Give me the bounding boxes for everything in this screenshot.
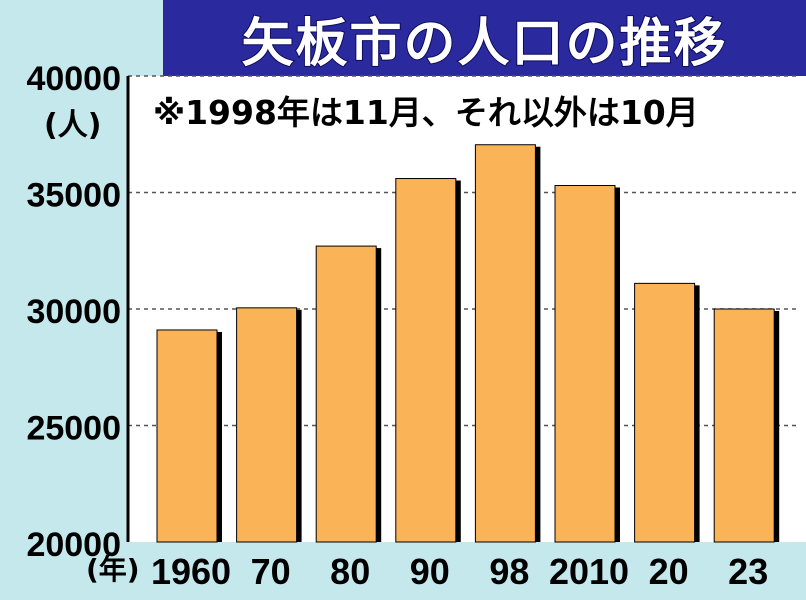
bar	[554, 185, 616, 543]
bar	[474, 144, 536, 543]
x-axis-unit-label: (年)	[86, 553, 140, 586]
x-tick-label: 80	[330, 551, 370, 592]
chart-title-bar: 矢板市の人口の推移	[163, 0, 806, 76]
x-tick-label: 98	[489, 551, 529, 592]
x-tick-label: 2010	[549, 551, 629, 592]
x-tick-label: 1960	[151, 551, 231, 592]
bar	[395, 178, 457, 543]
y-tick-label: 30000	[26, 293, 121, 331]
bar	[634, 282, 696, 543]
bar	[713, 308, 775, 543]
x-tick-label: 90	[410, 551, 450, 592]
x-tick-label: 23	[728, 551, 768, 592]
y-axis-unit-label: (人)	[44, 108, 102, 143]
bar	[315, 245, 377, 543]
y-tick-label: 40000	[26, 60, 121, 98]
y-tick-label: 20000	[26, 526, 121, 564]
chart-note: ※1998年は11月、それ以外は10月	[153, 93, 699, 132]
x-tick-label: 20	[649, 551, 689, 592]
bar	[236, 307, 298, 543]
chart-title: 矢板市の人口の推移	[240, 13, 728, 75]
y-tick-label: 25000	[26, 410, 121, 448]
y-tick-label: 35000	[26, 177, 121, 215]
bar	[156, 329, 218, 543]
x-tick-label: 70	[251, 551, 291, 592]
